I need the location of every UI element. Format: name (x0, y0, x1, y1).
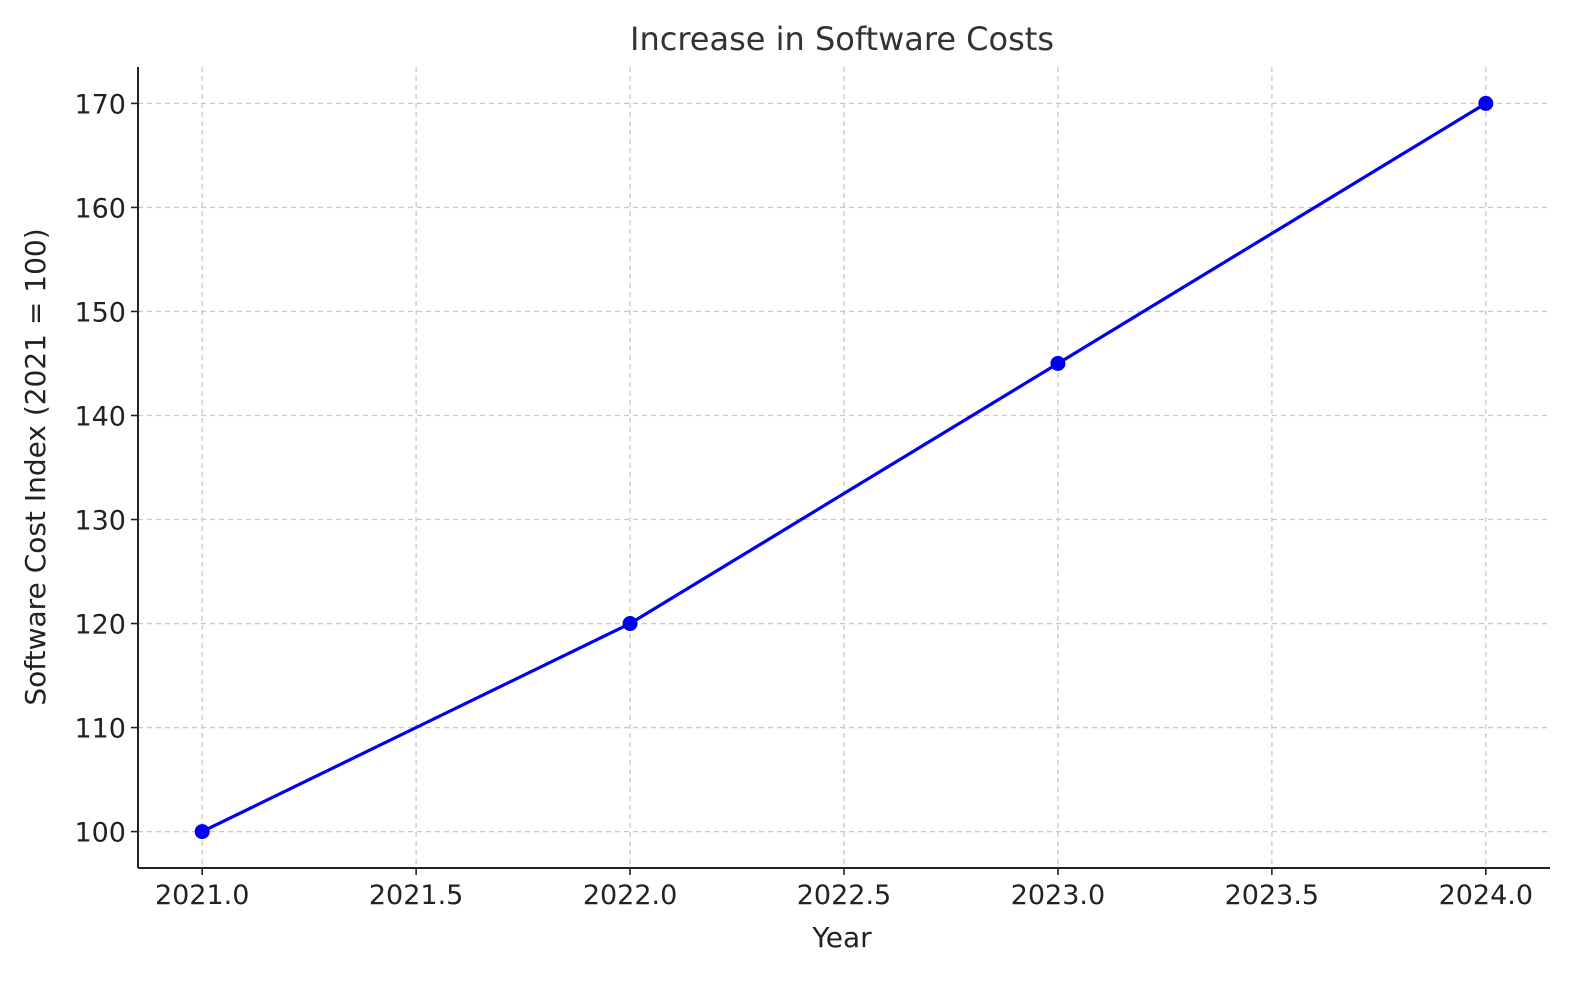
x-tick-label: 2022.5 (797, 880, 891, 911)
y-tick-label: 170 (74, 89, 126, 120)
y-tick-label: 100 (74, 818, 126, 849)
y-tick-label: 140 (74, 401, 126, 432)
y-tick-label: 120 (74, 610, 126, 641)
plot-series (194, 95, 1494, 840)
x-axis-title: Year (811, 921, 872, 954)
data-point-marker (622, 616, 638, 632)
x-tick-label: 2021.0 (155, 880, 249, 911)
y-tick-label: 160 (74, 193, 126, 224)
y-tick-label: 150 (74, 297, 126, 328)
data-point-marker (1050, 355, 1066, 371)
y-tick-label: 130 (74, 506, 126, 537)
data-point-marker (1478, 95, 1494, 111)
x-tick-label: 2022.0 (583, 880, 677, 911)
series-line (200, 101, 1488, 834)
x-tick-label: 2024.0 (1439, 880, 1533, 911)
data-point-marker (194, 824, 210, 840)
tick-labels: 2021.0 2021.5 2022.0 2022.5 2023.0 2023.5 2024… (74, 89, 1533, 911)
chart-title: Increase in Software Costs (630, 20, 1054, 58)
x-tick-label: 2023.0 (1011, 880, 1105, 911)
x-tick-label: 2021.5 (369, 880, 463, 911)
axes (131, 67, 1550, 875)
x-tick-label: 2023.5 (1225, 880, 1319, 911)
grid (138, 67, 1550, 868)
y-axis-title: Software Cost Index (2021 = 100) (19, 228, 52, 705)
y-tick-label: 110 (74, 714, 126, 745)
